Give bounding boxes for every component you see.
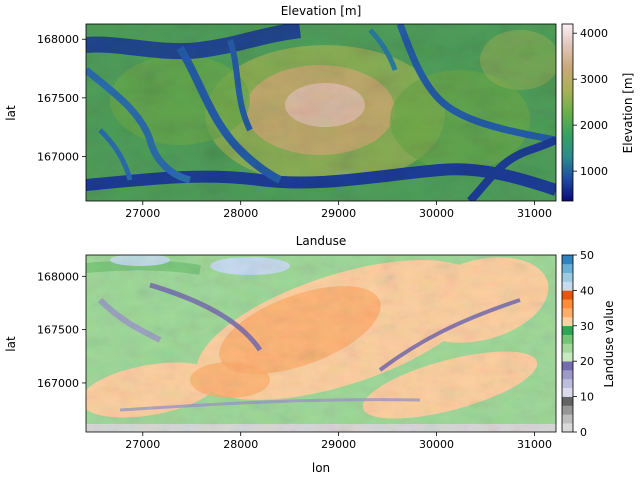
elevation-colorbar: 1000 2000 3000 4000 Elevation [m] — [561, 23, 635, 202]
landuse-ytick-label: 167500 — [37, 324, 79, 337]
elevation-ytick-label: 168000 — [37, 33, 79, 46]
landuse-colorbar-band — [562, 361, 573, 371]
landuse-colorbar-band — [562, 405, 573, 415]
landuse-colorbar-band — [562, 281, 573, 291]
landuse-xtick-label: 29000 — [321, 438, 356, 451]
landuse-ytick-label: 168000 — [37, 270, 79, 283]
landuse-xtick-label: 30000 — [419, 438, 454, 451]
landuse-colorbar-tick-label: 10 — [580, 391, 594, 404]
elevation-ylabel: lat — [4, 105, 18, 121]
elevation-xtick-label: 28000 — [223, 207, 258, 220]
landuse-colorbar-band — [562, 272, 573, 282]
landuse-colorbar-band — [562, 316, 573, 327]
elevation-ticks: 27000 28000 29000 30000 31000 167000 167500 168… — [37, 33, 552, 220]
landuse-ticks: 27000 28000 29000 30000 31000 167000 167500 168… — [37, 270, 552, 451]
elevation-colorbar-tick-label: 3000 — [580, 73, 608, 86]
landuse-colorbar-tick-label: 20 — [580, 355, 594, 368]
landuse-colorbar-band — [562, 299, 573, 309]
elevation-xtick-label: 27000 — [125, 207, 160, 220]
landuse-colorbar-band — [562, 370, 573, 380]
landuse-colorbar-tick-label: 50 — [580, 249, 594, 262]
landuse-ylabel: lat — [4, 336, 18, 352]
landuse-xtick-label: 27000 — [125, 438, 160, 451]
elevation-axes-frame — [85, 23, 557, 202]
landuse-colorbar-band — [562, 378, 573, 389]
landuse-colorbar-label: Landuse value — [602, 300, 616, 387]
landuse-colorbar-band — [562, 387, 573, 397]
elevation-colorbar-tick-label: 1000 — [580, 165, 608, 178]
landuse-colorbar-band — [562, 423, 573, 433]
landuse-colorbar-tick-label: 40 — [580, 284, 594, 297]
elevation-colorbar-tick-label: 4000 — [580, 27, 608, 40]
landuse-colorbar-tick-label: 0 — [580, 426, 587, 439]
landuse-xtick-label: 31000 — [517, 438, 552, 451]
landuse-colorbar-band — [562, 263, 573, 273]
elevation-title: Elevation [m] — [281, 4, 362, 18]
landuse-colorbar-band — [562, 334, 573, 344]
landuse-colorbar-band — [562, 343, 573, 353]
landuse-colorbar-band — [562, 414, 573, 424]
elevation-colorbar-tick-label: 2000 — [580, 119, 608, 132]
landuse-colorbar-band — [562, 396, 573, 406]
landuse-colorbar-band — [562, 325, 573, 335]
elevation-xtick-label: 31000 — [517, 207, 552, 220]
elevation-colorbar-label: Elevation [m] — [621, 73, 635, 154]
landuse-map — [86, 255, 556, 432]
landuse-xtick-label: 28000 — [223, 438, 258, 451]
landuse-colorbar-band — [562, 255, 573, 265]
landuse-title: Landuse — [296, 234, 347, 248]
landuse-xlabel: lon — [312, 461, 330, 475]
landuse-colorbar-band — [562, 308, 573, 318]
elevation-xtick-label: 29000 — [321, 207, 356, 220]
landuse-axes-frame — [85, 254, 557, 433]
elevation-ytick-label: 167000 — [37, 150, 79, 163]
landuse-panel: Landuse lat lon 27000 28000 29000 30000 3100… — [4, 234, 616, 475]
elevation-xtick-label: 30000 — [419, 207, 454, 220]
elevation-panel: Elevation [m] lat 27000 28000 29000 300 — [4, 4, 635, 220]
landuse-colorbar-band — [562, 290, 573, 300]
landuse-colorbar: 0 10 20 30 40 50 Landuse value — [561, 249, 616, 439]
landuse-ytick-label: 167000 — [37, 377, 79, 390]
elevation-ytick-label: 167500 — [37, 92, 79, 105]
landuse-colorbar-tick-label: 30 — [580, 320, 594, 333]
elevation-map — [86, 24, 556, 201]
landuse-colorbar-band — [562, 352, 573, 362]
